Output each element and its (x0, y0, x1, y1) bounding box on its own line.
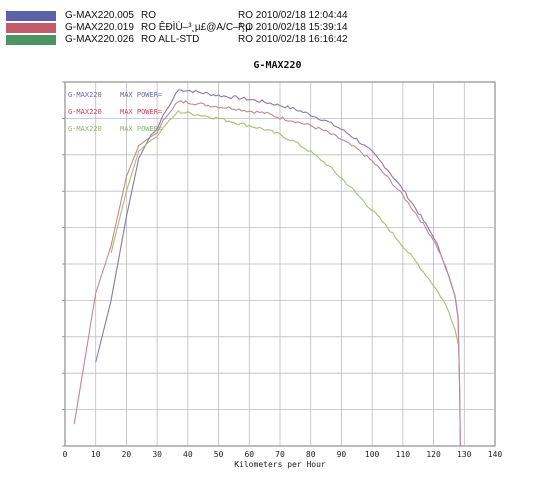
plot-max-power-label: MAX POWER= (120, 91, 162, 99)
legend-swatch (6, 35, 56, 45)
plot-max-power-label: MAX POWER= (120, 108, 162, 116)
x-tick-label: 130 (457, 450, 472, 459)
plot-max-power-label: MAX POWER= (120, 125, 162, 133)
series-line (73, 100, 461, 447)
legend-description: RO (141, 10, 156, 21)
legend-description: RO ALL-STD (141, 34, 200, 45)
plot-series-label: G-MAX220 (68, 125, 102, 133)
x-tick-label: 120 (426, 450, 441, 459)
legend-description: RO ÊÐÌÙ–³¸µ£@A/C–³¸µ (141, 22, 252, 33)
x-tick-label: 20 (122, 450, 132, 459)
x-tick-label: 60 (244, 450, 254, 459)
chart-title: G-MAX220 (253, 60, 302, 71)
x-tick-label: 0 (63, 450, 68, 459)
plot-series-label: G-MAX220 (68, 91, 102, 99)
series-line (95, 89, 461, 447)
legend-swatch (6, 11, 56, 21)
legend-file-name: G-MAX220.026 (65, 34, 134, 45)
x-tick-label: 80 (306, 450, 316, 459)
x-tick-label: 30 (152, 450, 162, 459)
x-tick-label: 110 (396, 450, 411, 459)
series-line (110, 110, 459, 345)
x-axis-label: Kilometers per Hour (234, 460, 326, 469)
plot-series-label: G-MAX220 (68, 108, 102, 116)
x-tick-label: 70 (275, 450, 285, 459)
x-tick-label: 140 (488, 450, 503, 459)
x-tick-label: 40 (183, 450, 193, 459)
x-tick-label: 90 (337, 450, 347, 459)
legend-file-name: G-MAX220.005 (65, 10, 134, 21)
legend: G-MAX220.005 RO RO 2010/02/18 12:04:44 G… (6, 10, 546, 46)
legend-swatch (6, 23, 56, 33)
x-tick-label: 50 (214, 450, 224, 459)
legend-row: G-MAX220.019 RO ÊÐÌÙ–³¸µ£@A/C–³¸µ RO 201… (6, 22, 546, 34)
legend-row: G-MAX220.026 RO ALL-STD RO 2010/02/18 16… (6, 34, 546, 46)
legend-row: G-MAX220.005 RO RO 2010/02/18 12:04:44 (6, 10, 546, 22)
legend-timestamp: RO 2010/02/18 12:04:44 (238, 10, 348, 21)
x-tick-label: 100 (365, 450, 380, 459)
x-tick-label: 10 (91, 450, 101, 459)
legend-timestamp: RO 2010/02/18 16:16:42 (238, 34, 348, 45)
legend-file-name: G-MAX220.019 (65, 22, 134, 33)
legend-timestamp: RO 2010/02/18 15:39:14 (238, 22, 348, 33)
